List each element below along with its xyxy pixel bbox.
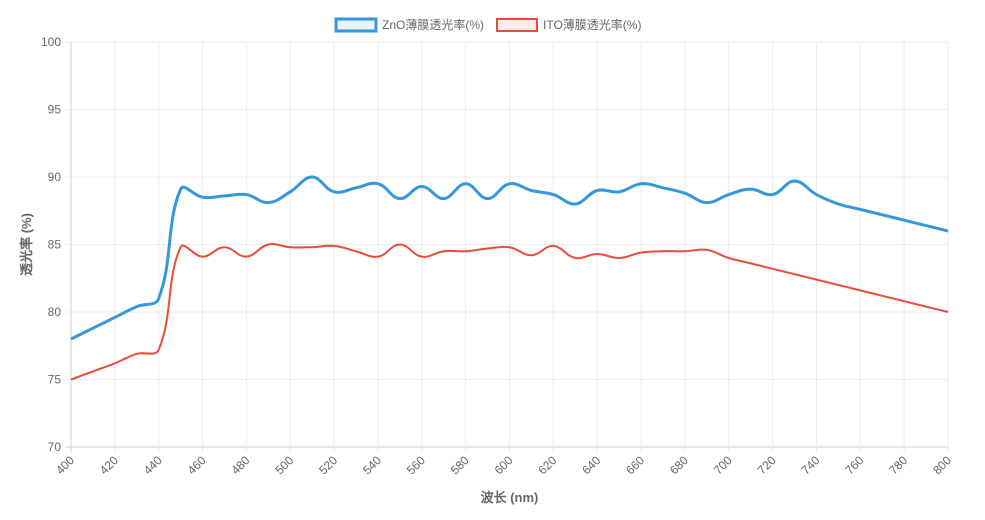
y-tick-label: 85 [48,238,62,252]
x-tick-label: 480 [228,453,252,477]
x-tick-label: 780 [886,453,910,477]
x-tick-label: 660 [623,453,647,477]
legend-swatch-0 [334,17,378,33]
x-tick-label: 420 [97,453,121,477]
y-tick-label: 95 [48,103,62,117]
y-tick-label: 70 [48,440,62,454]
x-tick-label: 720 [755,453,779,477]
x-tick-label: 640 [579,453,603,477]
x-tick-label: 560 [404,453,428,477]
y-axis-title: 透光率 (%) [19,213,34,276]
y-tick-label: 75 [48,373,62,387]
y-tick-label: 100 [41,35,61,49]
y-axis-ticks: 70 75 80 85 90 95 100 [41,35,61,454]
series-line-1 [70,243,949,381]
series-lines [70,175,949,381]
x-tick-label: 580 [448,453,472,477]
x-tick-label: 500 [272,453,296,477]
x-tick-label: 740 [799,453,823,477]
series-line-0 [70,175,949,341]
x-tick-label: 440 [141,453,165,477]
x-tick-label: 540 [360,453,384,477]
legend-label-1: ITO薄膜透光率(%) [543,17,641,32]
x-axis-title: 波长 (nm) [481,490,539,505]
legend-swatch-1 [496,18,538,32]
x-tick-label: 680 [667,453,691,477]
legend-label-0: ZnO薄膜透光率(%) [382,17,484,32]
x-tick-label: 620 [535,453,559,477]
legend: ZnO薄膜透光率(%) ITO薄膜透光率(%) [334,17,641,33]
x-tick-label: 760 [842,453,866,477]
x-tick-label: 520 [316,453,340,477]
x-tick-label: 460 [185,453,209,477]
y-tick-label: 90 [48,170,62,184]
x-axis-ticks: 400 420 440 460 480 500 520 540 560 580 600 620 640 6… [53,453,954,477]
x-tick-label: 800 [930,453,954,477]
x-tick-label: 700 [711,453,735,477]
x-tick-label: 600 [492,453,516,477]
y-tick-label: 80 [48,305,62,319]
x-tick-label: 400 [53,453,77,477]
